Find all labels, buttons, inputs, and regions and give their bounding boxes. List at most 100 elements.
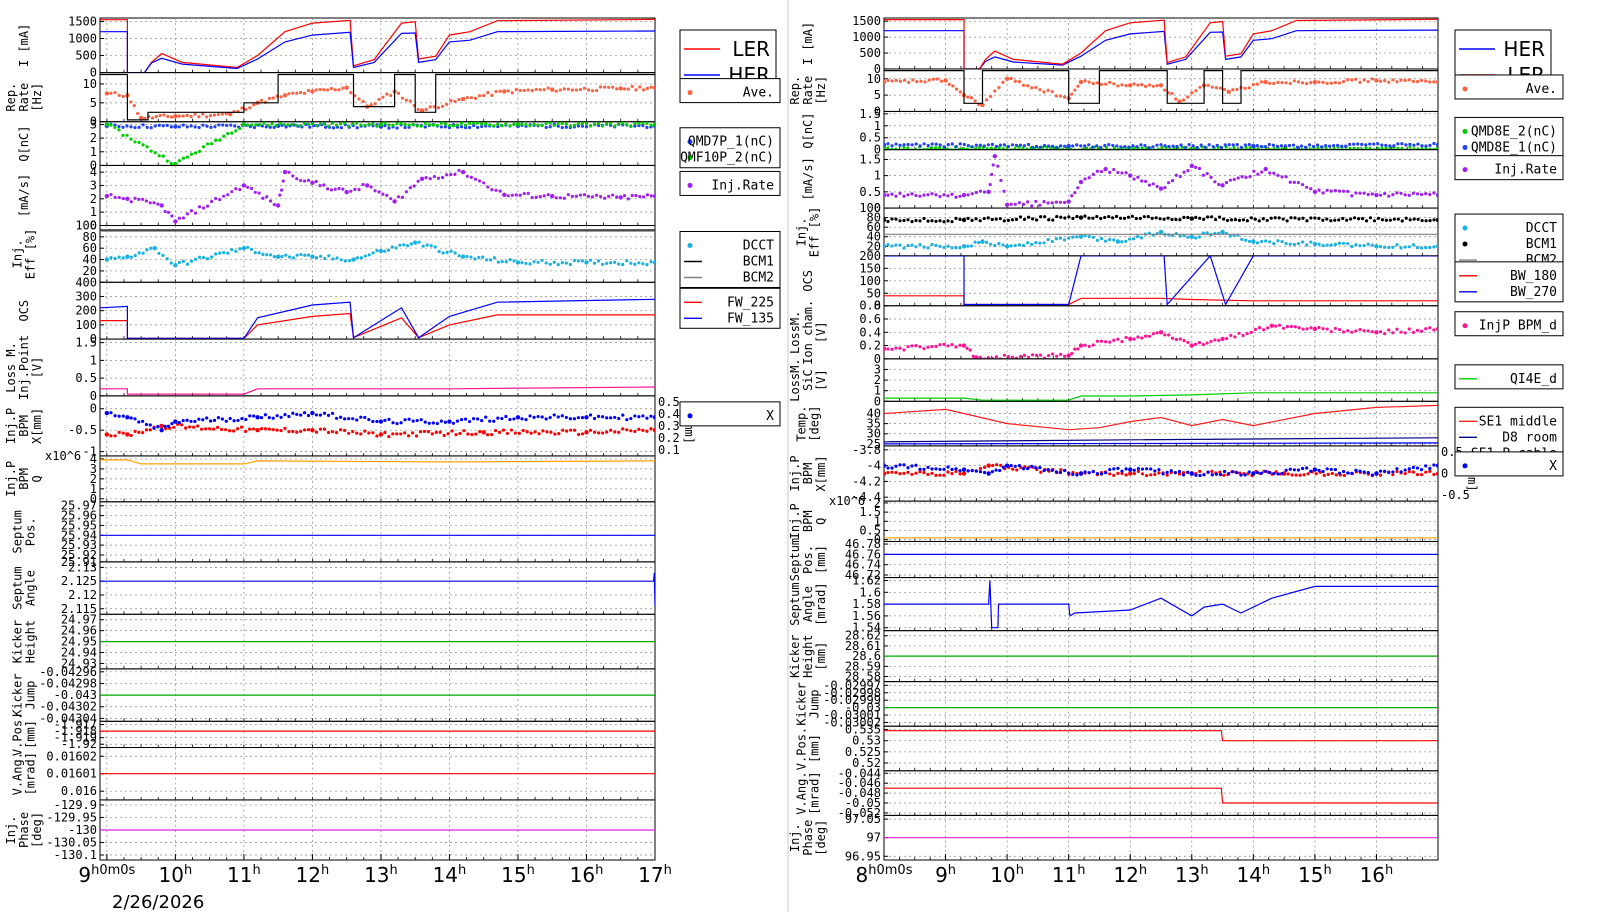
data-point [1059,352,1063,356]
y-tick-label: 97 [867,831,881,845]
data-point [914,142,918,146]
data-point [958,246,962,250]
data-point [326,88,330,92]
data-point [504,122,508,126]
y2-tick-label: 0.1 [658,443,680,457]
data-point [541,429,545,433]
data-point [1231,88,1235,92]
data-point [476,121,480,125]
data-point [1419,192,1424,197]
data-point [410,431,415,435]
data-point [1391,331,1395,335]
data-point [279,428,283,433]
data-point [1396,146,1400,150]
data-point [576,259,581,263]
data-point [1120,83,1124,87]
y-tick-label: 0 [90,66,97,80]
data-point [1026,84,1030,88]
data-point [1186,215,1190,220]
data-point [934,344,938,349]
data-point [408,99,412,103]
y-axis-label: Rep. [788,76,802,105]
data-point [645,262,649,267]
data-point [1249,330,1253,335]
data-point [478,430,482,434]
data-point [1368,146,1372,150]
data-point [962,142,966,147]
data-point [480,122,484,126]
data-point [586,194,591,198]
data-point [259,98,264,102]
data-point [1233,335,1237,339]
data-point [435,421,439,426]
data-point [282,93,288,98]
data-point [1255,82,1260,86]
data-point [601,262,605,267]
series-vpos [884,730,1438,742]
data-point [518,88,522,93]
data-point [117,430,121,434]
data-point [314,179,318,184]
data-point [1395,467,1399,471]
data-point [480,419,484,423]
data-point [1205,231,1209,235]
data-point [1135,145,1139,149]
data-point [633,414,637,418]
data-point [1217,182,1221,187]
data-point [319,254,323,258]
data-point [1091,235,1095,239]
y-tick-label: 40 [83,253,97,267]
data-point [1099,216,1103,221]
y-axis-label: Inj. [4,816,18,845]
data-point [1432,141,1436,146]
data-point [268,199,273,203]
data-point [250,123,254,127]
data-point [630,193,634,198]
data-point [898,79,903,83]
data-point [1358,469,1362,473]
data-point [568,262,572,267]
data-point [911,78,915,82]
x-tick-hour-suffix: h [1200,863,1208,878]
data-point [1259,145,1263,149]
data-point [1353,216,1357,220]
data-point [1108,467,1112,472]
data-point [552,260,556,264]
data-point [169,115,174,119]
series-QMD8E-2-nC- [884,145,1438,150]
data-point [424,107,428,112]
data-point [383,430,387,435]
data-point [966,143,970,148]
y-axis-label: Loss M. [4,342,18,393]
data-point [1399,330,1403,334]
y-tick-label: 80 [867,211,881,225]
data-point [1017,201,1022,205]
legend-box [1454,451,1564,477]
data-point [1128,237,1132,241]
data-point [177,420,181,425]
data-point [1278,323,1282,327]
data-point [1424,219,1428,223]
data-point [1432,191,1436,195]
data-point [210,199,214,204]
data-point [1206,215,1210,219]
panel-series [884,141,1438,150]
data-point [287,430,291,434]
data-point [1272,171,1276,175]
data-point [1188,147,1192,150]
data-point [387,435,391,439]
data-point [193,125,197,129]
data-point [257,251,261,255]
data-point [1284,81,1288,85]
data-point [978,470,983,474]
data-point [419,176,425,181]
data-point [341,86,345,90]
data-point [1268,171,1272,175]
data-point [395,421,399,426]
panel-series [100,298,655,339]
data-point [1174,97,1178,101]
y-tick-label: 28.6 [852,649,881,663]
data-point [982,470,987,475]
series-FW-135 [100,298,655,339]
